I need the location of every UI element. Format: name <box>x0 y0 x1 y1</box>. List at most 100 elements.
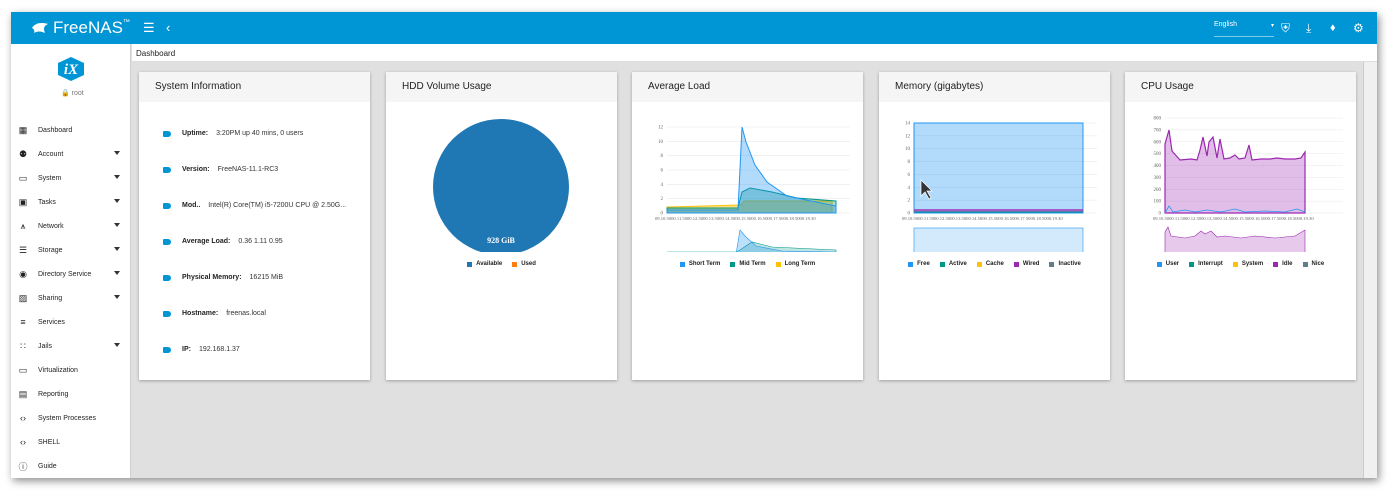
chevron-down-icon[interactable] <box>114 271 120 275</box>
sidebar-item-guide[interactable]: ⓘ Guide <box>11 456 131 476</box>
sidebar-item-virtualization[interactable]: ▭ Virtualization <box>11 360 131 380</box>
chevron-down-icon[interactable] <box>114 247 120 251</box>
sidebar-item-shell[interactable]: ‹› SHELL <box>11 432 131 452</box>
card-title: HDD Volume Usage <box>386 72 617 102</box>
system-info-card: System Information Uptime: 3:20PM up 40 m… <box>139 72 370 380</box>
chevron-down-icon[interactable] <box>114 343 120 347</box>
scrollbar[interactable] <box>1363 62 1377 478</box>
legend-label: Long Term <box>784 261 816 267</box>
legend-item[interactable]: Available <box>467 261 502 267</box>
label-tag-icon <box>163 310 171 317</box>
y-tick-label: 2 <box>908 199 911 204</box>
info-label: Uptime: <box>182 130 209 137</box>
sidebar-item-account[interactable]: ⚉ Account <box>11 144 131 164</box>
legend-item[interactable]: Idle <box>1273 261 1293 267</box>
legend-label: Mid Term <box>739 261 766 267</box>
average-load-chart: 12 10 8 6 4 2 0 09.10.5000.11.5000.12.5000.13.… <box>655 126 850 252</box>
breadcrumb-current[interactable]: Dashboard <box>136 49 176 58</box>
legend-item[interactable]: System <box>1232 261 1263 267</box>
language-select[interactable]: English ▾ <box>1214 21 1274 37</box>
legend-label: Wired <box>1022 261 1040 267</box>
app-window: FreeNAS ™ ☰ ‹ English ▾ ⛨ ⤓ ♦ ⚙ iX 🔒 root… <box>11 12 1377 478</box>
chevron-left-icon[interactable]: ‹ <box>166 20 171 35</box>
legend-item[interactable]: Mid Term <box>730 261 766 267</box>
legend-label: Cache <box>985 261 1004 267</box>
x-axis-ticks: 09.10.5000.11.5000.12.5000.13.5000.14.50… <box>655 216 816 221</box>
legend-label: Available <box>476 261 503 267</box>
pie-slice-available[interactable] <box>433 119 569 252</box>
sidebar-item-network[interactable]: ⩚ Network <box>11 216 131 236</box>
code-icon: ‹› <box>20 437 26 447</box>
info-label: Physical Memory: <box>182 274 242 281</box>
y-tick-label: 100 <box>1154 200 1162 205</box>
legend-item[interactable]: Long Term <box>775 261 816 267</box>
download-icon[interactable]: ⤓ <box>1306 21 1312 35</box>
y-tick-label: 2 <box>661 197 664 202</box>
menu-icon[interactable]: ☰ <box>143 20 155 35</box>
brand-trademark: ™ <box>122 19 130 26</box>
chart-icon: ▤ <box>18 388 28 399</box>
info-row: Hostname: freenas.local <box>163 310 266 317</box>
storage-icon: ☰ <box>18 244 28 255</box>
sidebar-item-reporting[interactable]: ▤ Reporting <box>11 384 131 404</box>
sidebar-item-dashboard[interactable]: ▦ Dashboard <box>11 120 131 140</box>
freenas-shark-icon <box>32 23 48 33</box>
legend-item[interactable]: Active <box>939 261 967 267</box>
legend-item[interactable]: Nice <box>1302 261 1324 267</box>
sidebar-item-label: SHELL <box>38 438 61 446</box>
info-row: Physical Memory: 16215 MiB <box>163 274 283 281</box>
sidebar-item-tasks[interactable]: ▣ Tasks <box>11 192 131 212</box>
legend-swatch <box>512 261 518 267</box>
label-tag-icon <box>163 238 171 245</box>
sidebar-item-label: Virtualization <box>38 366 78 374</box>
chevron-down-icon[interactable] <box>114 199 120 203</box>
y-tick-label: 800 <box>1154 117 1162 122</box>
language-value: English <box>1214 21 1237 28</box>
gear-icon[interactable]: ⚙ <box>1353 21 1364 35</box>
cpu-usage-card: CPU Usage 800 700 600 500 400 300 200 100 0 09.1… <box>1125 72 1356 380</box>
y-tick-label: 200 <box>1154 188 1162 193</box>
y-tick-label: 10 <box>658 140 664 145</box>
info-row: Mod.. Intel(R) Core(TM) i5-7200U CPU @ 2.… <box>163 202 346 209</box>
legend-item[interactable]: Used <box>512 261 536 267</box>
sidebar-item-directory-service[interactable]: ◉ Directory Service <box>11 264 131 284</box>
chevron-down-icon[interactable] <box>114 151 120 155</box>
info-value: 192.168.1.37 <box>198 346 240 353</box>
sidebar-item-services[interactable]: ≡ Services <box>11 312 131 332</box>
sidebar-item-system-processes[interactable]: ‹› System Processes <box>11 408 131 428</box>
sidebar-item-label: Storage <box>38 246 63 254</box>
theme-icon[interactable]: ⛨ <box>1281 21 1291 35</box>
bell-icon[interactable]: ♦ <box>1330 22 1336 34</box>
legend-item[interactable]: Interrupt <box>1189 261 1223 267</box>
people-icon: ⚉ <box>18 148 28 159</box>
sidebar-item-jails[interactable]: ∷ Jails <box>11 336 131 356</box>
sidebar-item-sharing[interactable]: ▨ Sharing <box>11 288 131 308</box>
legend-item[interactable]: Free <box>908 261 930 267</box>
info-label: Average Load: <box>182 238 231 245</box>
info-label: Mod.. <box>182 202 201 209</box>
legend-item[interactable]: User <box>1156 261 1179 267</box>
sidebar-item-label: Dashboard <box>38 126 73 134</box>
chevron-down-icon[interactable] <box>114 175 120 179</box>
pie-center-label: 928 GiB <box>487 236 515 245</box>
label-tag-icon <box>163 130 171 137</box>
legend-item[interactable]: Short Term <box>679 261 720 267</box>
freenas-logo[interactable]: FreeNAS ™ <box>31 17 130 39</box>
legend-item[interactable]: Cache <box>976 261 1004 267</box>
dashboard-icon: ▦ <box>18 124 28 135</box>
tune-icon: ≡ <box>20 317 26 327</box>
legend-item[interactable]: Wired <box>1013 261 1040 267</box>
legend-swatch <box>939 261 945 267</box>
memory-legend: Free Active Cache Wired Inactive <box>879 261 1110 267</box>
chevron-down-icon[interactable] <box>114 223 120 227</box>
chevron-down-icon[interactable] <box>114 295 120 299</box>
label-tag-icon <box>163 166 171 173</box>
sidebar-item-system[interactable]: ▭ System <box>11 168 131 188</box>
hdd-legend: Available Used <box>386 261 617 267</box>
x-axis-ticks: 09.10.5000.11.5000.12.5000.13.5000.14.50… <box>1153 216 1314 221</box>
username: root <box>71 90 84 97</box>
sidebar-item-label: System Processes <box>38 414 96 422</box>
sidebar-item-storage[interactable]: ☰ Storage <box>11 240 131 260</box>
legend-item[interactable]: Inactive <box>1049 261 1081 267</box>
card-title: CPU Usage <box>1125 72 1356 102</box>
